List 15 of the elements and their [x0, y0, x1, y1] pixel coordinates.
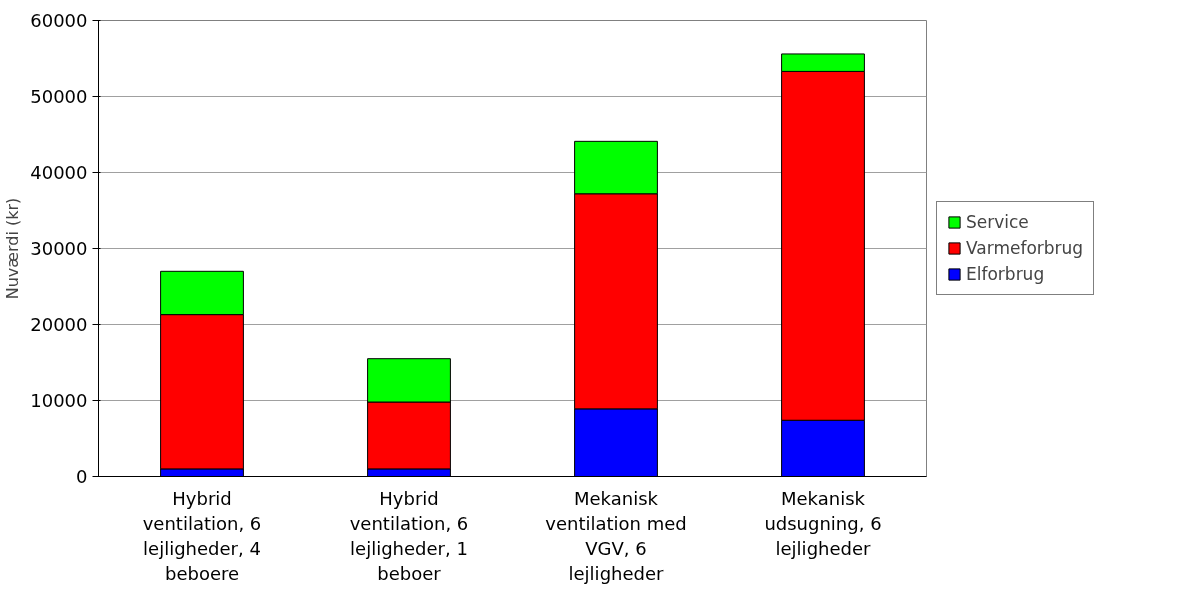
legend-label: Varmeforbrug — [966, 237, 1084, 258]
y-tick-label: 30000 — [30, 238, 88, 259]
y-tick-label: 10000 — [30, 390, 88, 411]
legend-label: Elforbrug — [966, 263, 1045, 284]
y-axis-title: Nuværdi (kr) — [3, 197, 23, 300]
y-tick-label: 50000 — [30, 86, 88, 107]
x-tick-label: Hybrid ventilation, 6 lejligheder, 4 beboere — [142, 487, 262, 585]
legend-label: Service — [966, 211, 1029, 232]
y-tick-label: 40000 — [30, 162, 88, 183]
x-tick-label: Mekanisk udsugning, 6 lejligheder — [764, 487, 882, 559]
y-tick-label: 0 — [76, 466, 88, 487]
x-tick-label: Hybrid ventilation, 6 lejligheder, 1 beboer — [349, 487, 469, 585]
x-tick-label: Mekanisk ventilation med VGV, 6 lejligheder — [545, 487, 687, 585]
y-tick-label: 60000 — [30, 10, 88, 31]
y-tick-label: 20000 — [30, 314, 88, 335]
